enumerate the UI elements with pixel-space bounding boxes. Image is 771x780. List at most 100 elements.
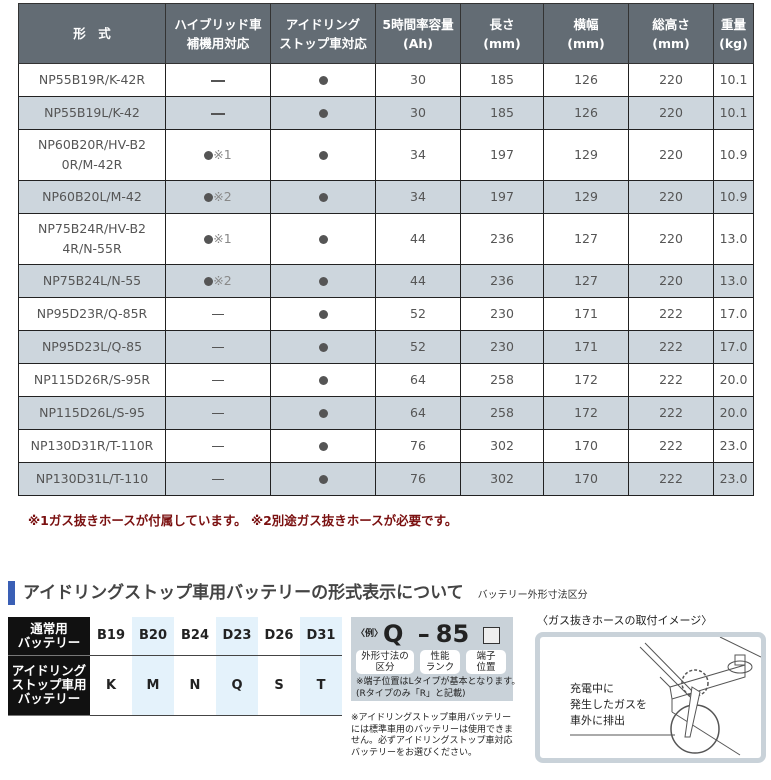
code-cell: D26: [258, 617, 300, 656]
dash-icon: [212, 314, 224, 315]
cell-hybrid: [165, 429, 271, 463]
cell-width: 129: [543, 180, 629, 214]
code-cell: D31: [300, 617, 342, 656]
hybrid-note: ※1: [213, 147, 232, 162]
dash-icon: [211, 112, 225, 115]
hybrid-note: ※1: [213, 231, 232, 246]
cell-model: NP115D26R/S-95R: [18, 363, 166, 397]
cell-width: 172: [543, 396, 629, 430]
hybrid-note: ※2: [213, 273, 232, 288]
dot-icon: [318, 151, 328, 160]
cell-weight: 23.0: [713, 462, 754, 496]
cell-width: 127: [543, 264, 629, 298]
cell-hybrid: ※1: [165, 129, 271, 181]
cell-length: 302: [460, 429, 544, 463]
cell-ah: 30: [375, 63, 461, 97]
dot-icon: [318, 277, 328, 286]
tag-terminal: 端子 位置: [466, 650, 506, 674]
footnote: ※1ガス抜きホースが付属しています。 ※2別途ガス抜きホースが必要です。: [28, 513, 458, 528]
cell-model: NP60B20L/M-42: [18, 180, 166, 214]
cell-hybrid: [165, 63, 271, 97]
header-width: 横幅 (mm): [543, 3, 629, 64]
header-capacity: 5時間率容量 (Ah): [375, 3, 461, 64]
cell-idling: [270, 396, 376, 430]
example-note-1: ※端子位置はLタイプが基本となります。: [356, 677, 521, 687]
row-label-idling-stop: アイドリング ストップ車用 バッテリー: [8, 655, 90, 716]
dash-icon: [212, 413, 224, 414]
cell-hybrid: [165, 363, 271, 397]
cell-height: 222: [628, 330, 714, 364]
cell-weight: 20.0: [713, 363, 754, 397]
cell-model: NP95D23L/Q-85: [18, 330, 166, 364]
cell-length: 230: [460, 297, 544, 331]
header-idling: アイドリング ストップ車対応: [270, 3, 376, 64]
cell-weight: 17.0: [713, 297, 754, 331]
cell-height: 220: [628, 264, 714, 298]
code-cell: S: [258, 655, 300, 716]
dash-icon: [212, 446, 224, 447]
cell-width: 171: [543, 297, 629, 331]
cell-height: 220: [628, 129, 714, 181]
cell-width: 170: [543, 429, 629, 463]
cell-length: 236: [460, 213, 544, 265]
section-title: アイドリングストップ車用バッテリーの形式表示について バッテリー外形寸法区分: [8, 581, 588, 605]
cell-hybrid: [165, 96, 271, 130]
cell-length: 185: [460, 63, 544, 97]
cell-model: NP75B24L/N-55: [18, 264, 166, 298]
table-row: NP95D23R/Q-85R 52 230 171 222 17.0: [18, 297, 754, 331]
header-weight: 重量 (kg): [713, 3, 754, 64]
cell-weight: 10.9: [713, 129, 754, 181]
cell-width: 172: [543, 363, 629, 397]
cell-idling: [270, 63, 376, 97]
cell-model: NP55B19L/K-42: [18, 96, 166, 130]
cell-hybrid: ※1: [165, 213, 271, 265]
cell-weight: 10.1: [713, 96, 754, 130]
cell-model: NP60B20R/HV-B20R/M-42R: [18, 129, 166, 181]
header-length: 長さ (mm): [460, 3, 544, 64]
cell-idling: [270, 363, 376, 397]
table-row: NP115D26L/S-95 64 258 172 222 20.0: [18, 396, 754, 430]
cell-length: 258: [460, 363, 544, 397]
dot-icon: [318, 235, 328, 244]
cell-hybrid: ※2: [165, 180, 271, 214]
dot-icon: [318, 193, 328, 202]
cell-height: 222: [628, 396, 714, 430]
cell-width: 126: [543, 63, 629, 97]
dot-icon: [318, 109, 328, 118]
cell-hybrid: ※2: [165, 264, 271, 298]
dot-icon: [318, 475, 328, 484]
code-cell: N: [174, 655, 216, 716]
cell-length: 197: [460, 180, 544, 214]
cell-height: 222: [628, 363, 714, 397]
code-cell: Q: [216, 655, 258, 716]
table-row: NP130D31L/T-110 76 302 170 222 23.0: [18, 462, 754, 496]
cell-hybrid: [165, 297, 271, 331]
cell-ah: 44: [375, 213, 461, 265]
dash-icon: [212, 479, 224, 480]
cell-idling: [270, 180, 376, 214]
table-row: NP60B20R/HV-B20R/M-42R ※1 34 197 129 220 10.9: [18, 129, 754, 181]
cell-idling: [270, 96, 376, 130]
example-prefix: 〈例〉: [356, 629, 384, 639]
cell-hybrid: [165, 396, 271, 430]
table-row: NP75B24R/HV-B24R/N-55R ※1 44 236 127 220 13.0: [18, 213, 754, 265]
dot-icon: [318, 310, 328, 319]
example-dash: –: [417, 620, 430, 648]
cell-ah: 34: [375, 180, 461, 214]
cell-idling: [270, 213, 376, 265]
cell-height: 220: [628, 63, 714, 97]
cell-length: 185: [460, 96, 544, 130]
cell-model: NP95D23R/Q-85R: [18, 297, 166, 331]
section-subtitle: バッテリー外形寸法区分: [477, 590, 588, 601]
dot-icon: [318, 76, 328, 85]
tag-rank: 性能 ランク: [420, 650, 460, 674]
header-model: 形 式: [18, 3, 166, 64]
example-box: 〈例〉Q –85 外形寸法の 区分 性能 ランク 端子 位置 ※端子位置はLタイ…: [351, 617, 521, 701]
cell-ah: 76: [375, 429, 461, 463]
cell-ah: 64: [375, 396, 461, 430]
cell-ah: 52: [375, 330, 461, 364]
illustration-title: 〈ガス抜きホースの取付イメージ〉: [537, 614, 713, 627]
battery-code-table: 通常用 バッテリー B19 B20 B24 D23 D26 D31 アイドリング ストップ車…: [8, 617, 342, 716]
cell-model: NP130D31R/T-110R: [18, 429, 166, 463]
code-cell: B24: [174, 617, 216, 656]
